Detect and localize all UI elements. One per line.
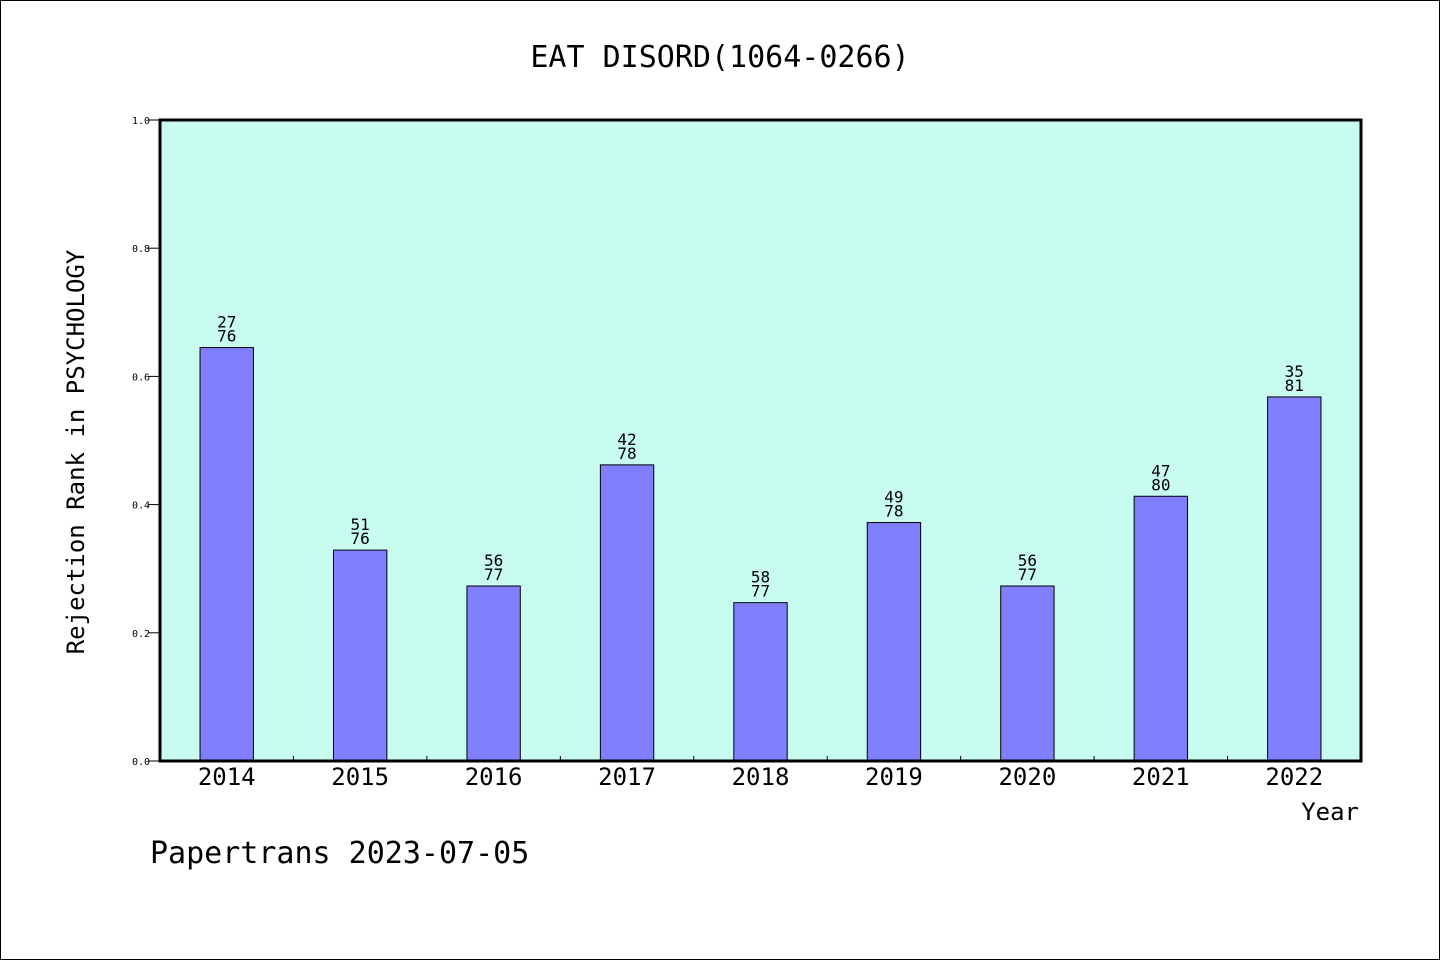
x-axis-label: Year — [1301, 798, 1359, 826]
data-label-bottom-2019: 78 — [884, 502, 903, 521]
data-label-bottom-2016: 77 — [484, 565, 503, 584]
bar-2019 — [866, 522, 922, 762]
data-label-bottom-2021: 80 — [1151, 475, 1170, 494]
data-label-top-2016: 56 — [484, 551, 503, 570]
data-label-top-2022: 35 — [1285, 362, 1304, 381]
x-tick-label-2018: 2018 — [732, 763, 790, 791]
data-label-bottom-2022: 81 — [1285, 376, 1304, 395]
bar-2020 — [1000, 585, 1055, 762]
data-label-bottom-2018: 77 — [751, 582, 770, 601]
y-tick-label: 0.6 — [132, 372, 150, 383]
data-label-top-2021: 47 — [1151, 461, 1170, 480]
x-tick-label-2015: 2015 — [331, 763, 389, 791]
data-label-top-2019: 49 — [884, 488, 903, 507]
y-tick-label: 0.0 — [132, 757, 150, 768]
x-tick-label-2017: 2017 — [598, 763, 656, 791]
y-tick-label: 0.2 — [132, 629, 150, 640]
bars-group — [199, 347, 1322, 762]
credit-text: Papertrans 2023-07-05 — [150, 836, 529, 871]
x-tick-label-2014: 2014 — [198, 763, 256, 791]
x-axis-ticks: 2014 2015 2016 2017 2018 2019 2020 2021 2022 — [198, 756, 1323, 791]
x-tick-label-2021: 2021 — [1132, 763, 1190, 791]
bar-2021 — [1133, 495, 1189, 762]
x-tick-label-2020: 2020 — [998, 763, 1056, 791]
data-label-bottom-2020: 77 — [1018, 565, 1037, 584]
y-tick-label: 0.8 — [132, 244, 150, 255]
data-label-top-2020: 56 — [1018, 551, 1037, 570]
chart-title: EAT DISORD(1064-0266) — [530, 40, 909, 75]
bar-2014 — [199, 347, 254, 762]
plot-border — [158, 118, 1363, 763]
data-label-top-2014: 27 — [217, 313, 236, 332]
y-axis-ticks: 0.0 0.2 0.4 0.6 0.8 1.0 — [132, 116, 160, 768]
y-tick-label: 1.0 — [132, 116, 150, 127]
data-label-top-2015: 51 — [351, 515, 370, 534]
x-tick-label-2016: 2016 — [465, 763, 523, 791]
bar-2015 — [332, 549, 388, 762]
bar-2017 — [599, 464, 655, 762]
data-label-bottom-2017: 78 — [617, 444, 636, 463]
bar-2018 — [733, 602, 788, 762]
x-tick-label-2019: 2019 — [865, 763, 923, 791]
y-axis-label: Rejection Rank in PSYCHOLOGY — [62, 249, 90, 654]
x-tick-label-2022: 2022 — [1265, 763, 1323, 791]
data-label-bottom-2015: 76 — [351, 529, 370, 548]
bar-2022 — [1267, 396, 1322, 762]
data-label-bottom-2014: 76 — [217, 327, 236, 346]
data-label-top-2017: 42 — [617, 430, 636, 449]
y-tick-label: 0.4 — [132, 501, 150, 512]
bar-2016 — [466, 585, 521, 762]
data-label-top-2018: 58 — [751, 568, 770, 587]
